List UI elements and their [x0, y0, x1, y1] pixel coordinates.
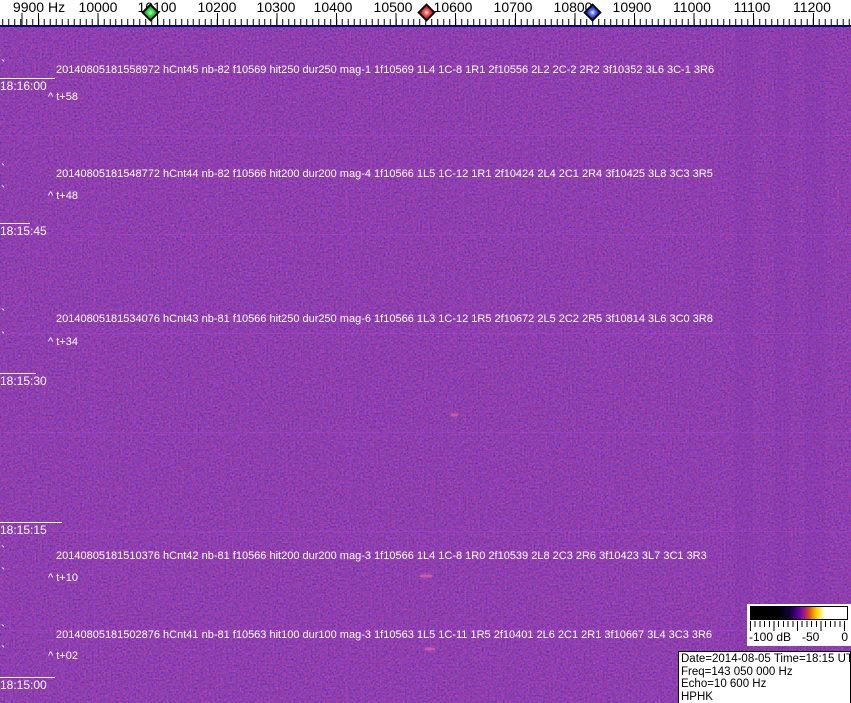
edge-tick: ` [1, 183, 6, 198]
grid-line-vertical [94, 27, 95, 703]
db-scale-label: -100 dB [749, 630, 792, 644]
time-tick-line [0, 373, 36, 374]
event-annotation: 20140805181502876 hCnt41 nb-81 f10563 hi… [56, 629, 713, 641]
freq-tick-label: 10700 [493, 0, 533, 15]
event-time-offset: ^ t+02 [48, 650, 78, 662]
event-annotation: 20140805181548772 hCnt44 nb-82 f10566 hi… [56, 168, 713, 180]
echo-blip [451, 414, 458, 416]
frequency-ruler: 9900 Hz 10000 10100 10200 10300 10400 10… [0, 0, 851, 25]
event-time-offset: ^ t+58 [48, 91, 78, 103]
grid-line-horizontal [0, 432, 851, 433]
time-tick: 18:15:00 [0, 677, 55, 692]
grid-line-vertical [599, 27, 600, 703]
time-tick-line [0, 78, 55, 79]
time-tick: 18:16:00 [0, 78, 55, 93]
freq-tick-label: 11100 [733, 0, 771, 15]
time-tick: 18:15:30 [0, 373, 47, 388]
freq-tick-label: 10200 [197, 0, 237, 15]
time-tick: 18:15:45 [0, 223, 47, 238]
freq-tick-label: 10600 [433, 0, 473, 15]
waterfall-display: 18:16:00 18:15:45 18:15:30 18:15:15 18:1… [0, 25, 851, 703]
grid-line-horizontal [0, 234, 851, 235]
edge-tick: ` [1, 329, 6, 344]
info-date-time: Date=2014-08-05 Time=18:15 UTC [681, 653, 851, 665]
time-tick-label: 18:15:30 [0, 374, 47, 388]
edge-tick: ` [1, 565, 6, 580]
event-time-offset: ^ t+48 [48, 190, 78, 202]
time-tick-label: 18:15:00 [0, 678, 47, 692]
freq-tick-label: 10400 [313, 0, 353, 15]
event-annotation: 20140805181510376 hCnt42 nb-81 f10566 hi… [56, 550, 707, 562]
freq-tick-label: 10800 [553, 0, 593, 15]
echo-blip [425, 648, 435, 650]
edge-tick: ` [1, 543, 6, 558]
freq-tick-label: 11000 [673, 0, 711, 15]
info-echo: Echo=10 600 Hz [681, 678, 767, 690]
freq-tick-label: 10000 [78, 0, 118, 15]
noise-streak [735, 27, 753, 703]
spectrogram-noise [0, 27, 851, 703]
event-annotation: 20140805181534076 hCnt43 nb-81 f10566 hi… [56, 313, 713, 325]
freq-tick-label: 11200 [793, 0, 831, 15]
noise-streak [805, 27, 825, 703]
edge-tick: ` [1, 306, 6, 321]
info-station: HPHK [681, 690, 713, 703]
db-scale-label: -50 [802, 630, 820, 644]
event-annotation: 20140805181558972 hCnt45 nb-82 f10569 hi… [56, 64, 715, 76]
freq-tick-label: 10900 [612, 0, 652, 15]
info-frequency: Freq=143 050 000 Hz [681, 665, 793, 678]
color-gradient-bar [750, 606, 848, 620]
grid-line-vertical [347, 27, 348, 703]
event-time-offset: ^ t+10 [48, 572, 78, 584]
db-scale-label: 0 [841, 630, 848, 644]
edge-tick: ` [1, 622, 6, 637]
time-tick-label: 18:15:15 [0, 523, 47, 537]
time-tick-label: 18:15:45 [0, 224, 47, 238]
grid-line-horizontal [0, 531, 851, 532]
edge-tick: ` [1, 643, 6, 658]
time-tick-label: 18:16:00 [0, 79, 47, 93]
grid-line-horizontal [0, 135, 851, 136]
time-tick: 18:15:15 [0, 522, 62, 537]
event-time-offset: ^ t+34 [48, 336, 78, 348]
echo-blip [420, 575, 432, 577]
freq-tick-label: 10300 [256, 0, 296, 15]
freq-tick-label: 10500 [373, 0, 413, 15]
noise-streak [775, 27, 789, 703]
time-tick-line [0, 677, 55, 678]
freq-tick-label: 9900 Hz [12, 0, 66, 15]
edge-tick: ` [1, 84, 6, 99]
time-tick-line [0, 522, 62, 523]
edge-tick: ` [1, 161, 6, 176]
color-scale-ticks [750, 621, 848, 631]
db-color-scale: -100 dB -50 0 [747, 604, 851, 646]
observation-info-box: Date=2014-08-05 Time=18:15 UTC Freq=143 … [678, 651, 851, 703]
grid-line-horizontal [0, 630, 851, 631]
time-tick-line [0, 223, 30, 224]
grid-line-horizontal [0, 333, 851, 334]
edge-tick: ` [1, 57, 6, 72]
